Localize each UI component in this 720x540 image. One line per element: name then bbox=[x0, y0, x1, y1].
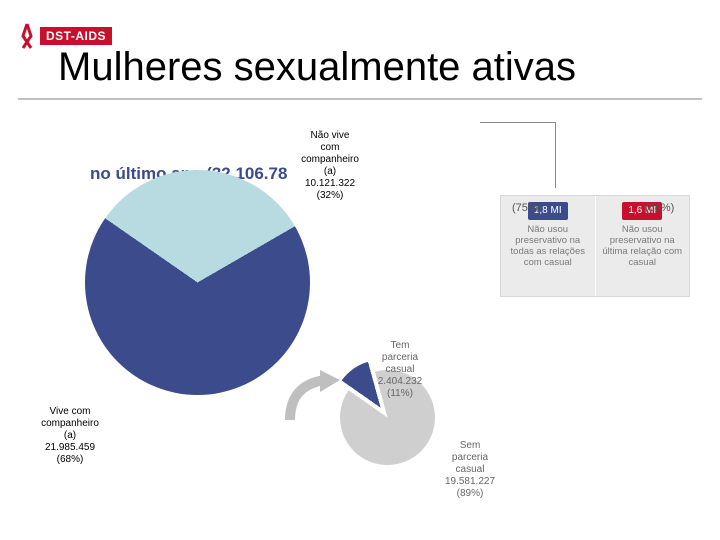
logo-text: DST-AIDS bbox=[40, 27, 112, 45]
pie-companheiro bbox=[85, 170, 310, 395]
pct-right: (68%) bbox=[645, 202, 674, 214]
flow-arrow-icon bbox=[285, 370, 340, 425]
label-sem-parceria: Semparceriacasual19.581.227(89%) bbox=[440, 440, 500, 500]
ribbon-icon bbox=[18, 22, 36, 50]
leader-line bbox=[480, 122, 556, 188]
label-vive: Vive comcompanheiro(a)21.985.459(68%) bbox=[30, 406, 110, 466]
info-text-left: Não usou preservativo na todas as relaçõ… bbox=[505, 224, 591, 268]
info-text-right: Não usou preservativo na última relação … bbox=[600, 224, 686, 268]
info-col-right: 1,6 MI Não usou preservativo na última r… bbox=[595, 196, 690, 296]
pct-left: (75%) bbox=[512, 202, 541, 214]
page-title: Mulheres sexualmente ativas bbox=[58, 45, 576, 90]
title-underline bbox=[18, 98, 702, 100]
label-tem-parceria: Temparceriacasual2.404.232(11%) bbox=[370, 340, 430, 400]
label-nao-vive: Não vivecomcompanheiro(a)10.121.322(32%) bbox=[290, 130, 370, 202]
